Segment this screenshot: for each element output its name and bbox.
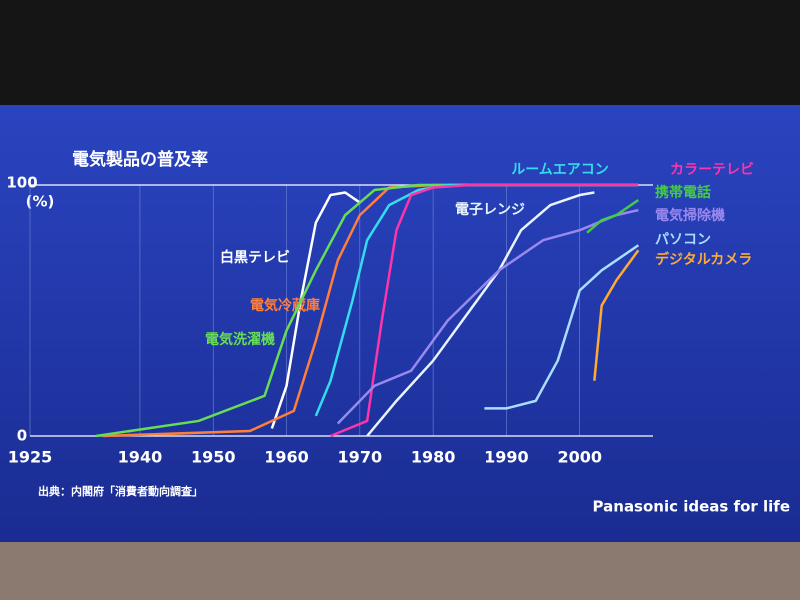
x-tick-label: 1925 (8, 448, 53, 467)
x-tick-label: 1970 (338, 448, 383, 467)
legend-label: 電気洗濯機 (205, 331, 275, 348)
curtain (0, 540, 800, 600)
x-tick-label: 1980 (411, 448, 456, 467)
legend-label: パソコン (655, 232, 711, 248)
x-tick-label: 1960 (264, 448, 309, 467)
series-line (593, 249, 640, 381)
legend-label: 携帯電話 (655, 184, 711, 201)
y-unit: (%) (26, 193, 55, 211)
legend-label: ルームエアコン (511, 162, 609, 178)
brand: Panasonic ideas for life (593, 498, 790, 516)
series-line (330, 183, 639, 438)
legend-label: カラーテレビ (670, 162, 754, 178)
x-tick-label: 1990 (484, 448, 529, 467)
legend-label: 電気掃除機 (655, 207, 725, 224)
y-tick-label: 100 (6, 174, 37, 192)
x-tick-label: 2000 (557, 448, 602, 467)
series-line (586, 199, 640, 234)
legend-label: 電子レンジ (455, 201, 525, 218)
legend-label: デジタルカメラ (655, 251, 752, 268)
x-tick-label: 1950 (191, 448, 236, 467)
slide (0, 105, 800, 542)
series-line (270, 191, 361, 429)
legend-label: 白黒テレビ (220, 249, 290, 266)
legend-label: 電気冷蔵庫 (250, 297, 320, 314)
y-tick-label: 0 (17, 427, 27, 445)
series-line (484, 244, 640, 410)
source: 出典：内閣府「消費者動向調査」 (38, 484, 203, 498)
chart-title: 電気製品の普及率 (72, 149, 208, 170)
x-tick-label: 1940 (118, 448, 163, 467)
series-line (95, 183, 639, 438)
